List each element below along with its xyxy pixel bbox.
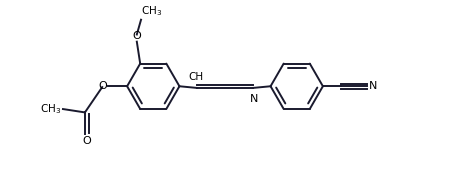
- Text: N: N: [369, 81, 377, 91]
- Text: CH$_3$: CH$_3$: [40, 102, 62, 116]
- Text: O: O: [98, 81, 107, 91]
- Text: N: N: [249, 94, 258, 104]
- Text: CH$_3$: CH$_3$: [141, 4, 162, 18]
- Text: O: O: [132, 31, 141, 41]
- Text: CH: CH: [189, 72, 204, 82]
- Text: O: O: [83, 137, 91, 146]
